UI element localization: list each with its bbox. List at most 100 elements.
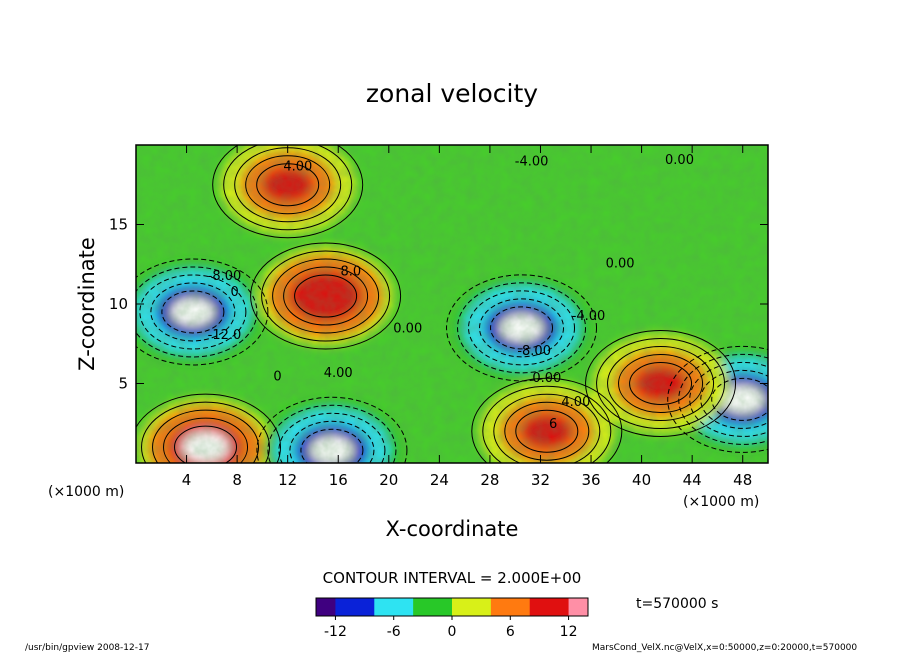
plot-area: 4.00 -4.00 0.00-8.000-12.08.04.000.000.00-… bbox=[109, 144, 769, 489]
contour-label-11: -8.00 bbox=[517, 344, 551, 359]
contour-0-4 bbox=[136, 266, 258, 358]
contour-2-3 bbox=[468, 290, 576, 366]
colorbar-segment-10 bbox=[413, 598, 424, 616]
contour-7-2 bbox=[618, 354, 704, 413]
x-unit-right: (×1000 m) bbox=[683, 494, 759, 510]
colorbar bbox=[315, 597, 589, 617]
contour-label-5: -12.0 bbox=[208, 328, 242, 343]
colorbar-segment-23 bbox=[539, 598, 550, 616]
contour-4-3 bbox=[152, 409, 260, 463]
time-label: t=570000 s bbox=[636, 596, 718, 612]
contour-6-4 bbox=[678, 353, 768, 445]
contour-3-2 bbox=[504, 401, 590, 461]
y-axis-title: Z-coordinate bbox=[75, 237, 99, 371]
footer-left: /usr/bin/gpview 2008-12-17 bbox=[25, 643, 149, 653]
footer-right: MarsCond_VelX.nc@VelX,x=0:50000,z=0:2000… bbox=[592, 643, 857, 653]
contour-8-1 bbox=[256, 163, 320, 207]
colorbar-segment-15 bbox=[461, 598, 472, 616]
contour-1-4 bbox=[261, 250, 391, 342]
contour-7-3 bbox=[607, 346, 715, 421]
contour-8-2 bbox=[245, 155, 331, 215]
x-tick-label-2: 12 bbox=[278, 471, 297, 489]
field-texture bbox=[136, 145, 768, 463]
x-tick-label-6: 28 bbox=[480, 471, 499, 489]
contour-label-12: 0.00 bbox=[532, 371, 561, 386]
y-tick-label-2: 15 bbox=[109, 216, 128, 234]
contour-6-2 bbox=[700, 369, 768, 429]
colorbar-segment-25 bbox=[558, 598, 570, 616]
contour-1-2 bbox=[283, 266, 369, 326]
colorbar-tick-label-0: -12 bbox=[324, 624, 347, 640]
colorbar-segment-0 bbox=[316, 598, 327, 616]
colorbar-segment-3 bbox=[345, 598, 356, 616]
colorbar-segment-14 bbox=[452, 598, 463, 616]
contour-4-5 bbox=[136, 393, 281, 463]
contour-8-5 bbox=[212, 145, 364, 239]
contour-5-5 bbox=[256, 396, 408, 463]
colorbar-segment-21 bbox=[520, 598, 531, 616]
x-tick-label-5: 24 bbox=[430, 471, 449, 489]
x-axis-title: X-coordinate bbox=[386, 517, 519, 541]
colorbar-segment-5 bbox=[364, 598, 375, 616]
contour-2-4 bbox=[457, 282, 587, 374]
contour-label-1: -4.00 bbox=[515, 155, 549, 170]
colorbar-tick-label-2: 0 bbox=[448, 624, 457, 640]
x-tick-label-0: 4 bbox=[182, 471, 192, 489]
colorbar-tick-label-3: 6 bbox=[506, 624, 515, 640]
contour-3-5 bbox=[471, 377, 623, 463]
colorbar-ticks: -12 -6 0 6 12 bbox=[324, 616, 577, 640]
contour-labels: 4.00 -4.00 0.00-8.000-12.08.04.000.000.00-… bbox=[208, 153, 694, 432]
contour-5-4 bbox=[267, 404, 397, 463]
colorbar-segment-12 bbox=[432, 598, 443, 616]
contour-4-4 bbox=[141, 401, 271, 463]
contour-3-4 bbox=[482, 385, 612, 463]
y-tick-label-1: 10 bbox=[109, 295, 128, 313]
contour-6-5 bbox=[667, 345, 768, 453]
contour-2-5 bbox=[446, 274, 598, 382]
contour-6-1 bbox=[711, 377, 768, 421]
x-tick-label-9: 40 bbox=[632, 471, 651, 489]
x-tick-label-3: 16 bbox=[329, 471, 348, 489]
y-axis: 5 10 15 bbox=[109, 216, 768, 393]
colorbar-segment-24 bbox=[549, 598, 560, 616]
contour-1-5 bbox=[250, 242, 402, 350]
colorbar-segment-6 bbox=[374, 598, 385, 616]
colorbar-segment-2 bbox=[335, 598, 346, 616]
colorbar-segment-11 bbox=[422, 598, 434, 616]
x-tick-label-4: 20 bbox=[379, 471, 398, 489]
contour-label-2: 0.00 bbox=[665, 153, 694, 168]
x-axis: 4 8 12 16 20 24 28 32 36 40 44 48 bbox=[182, 145, 752, 489]
colorbar-segment-26 bbox=[568, 598, 579, 616]
y-tick-label-0: 5 bbox=[118, 375, 128, 393]
colorbar-segment-7 bbox=[384, 598, 395, 616]
colorbar-segment-22 bbox=[529, 598, 540, 616]
colorbar-segment-19 bbox=[500, 598, 511, 616]
x-tick-label-10: 44 bbox=[683, 471, 702, 489]
contour-1-1 bbox=[294, 274, 358, 318]
contour-5-1 bbox=[300, 428, 364, 463]
contour-3-1 bbox=[515, 409, 579, 453]
colorbar-tick-label-4: 12 bbox=[560, 624, 578, 640]
contour-label-8: 0.00 bbox=[606, 256, 635, 271]
contour-7-4 bbox=[596, 338, 726, 429]
contour-label-10: -4.00 bbox=[572, 309, 606, 324]
colorbar-segment-4 bbox=[354, 598, 366, 616]
colorbar-segment-8 bbox=[393, 598, 404, 616]
colorbar-segment-13 bbox=[442, 598, 453, 616]
contour-interval-label: CONTOUR INTERVAL = 2.000E+00 bbox=[323, 569, 582, 587]
colorbar-segment-16 bbox=[471, 598, 482, 616]
contour-label-6: 8.0 bbox=[341, 264, 362, 279]
contour-4-1 bbox=[174, 425, 238, 463]
contour-5-3 bbox=[278, 412, 386, 463]
colorbar-segment-20 bbox=[510, 598, 521, 616]
contour-3-3 bbox=[493, 393, 601, 463]
chart-title: zonal velocity bbox=[366, 79, 538, 108]
contour-0-5 bbox=[136, 258, 269, 366]
contour-0-3 bbox=[139, 274, 247, 350]
x-tick-label-11: 48 bbox=[733, 471, 752, 489]
contour-label-7: 4.00 bbox=[324, 366, 353, 381]
contour-2-2 bbox=[479, 298, 565, 358]
x-tick-label-7: 32 bbox=[531, 471, 550, 489]
contour-label-15: 0 bbox=[273, 369, 281, 384]
